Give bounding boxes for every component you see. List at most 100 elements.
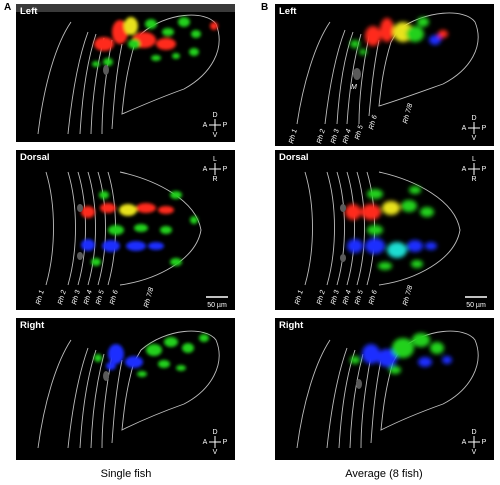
panel-b-left-image: M D A P V Rh 1 Rh 2 Rh 3 Rh 4 Rh 5 Rh 6 … [275,4,494,146]
panel-a-left-image: D A P V Left [16,4,235,142]
rh-labels: Rh 1 Rh 2 Rh 3 Rh 4 Rh 5 Rh 6 Rh 7/8 [35,287,155,309]
otic-vesicle [340,204,346,212]
svg-text:V: V [213,449,218,456]
view-label-right: Right [279,320,304,331]
svg-text:Rh 4: Rh 4 [342,289,353,305]
svg-text:R: R [471,176,476,183]
compass-left-a: D A P V [203,112,228,139]
svg-text:Rh 2: Rh 2 [316,128,327,144]
svg-text:Rh 6: Rh 6 [368,114,379,130]
compass-right-b: D A P V [462,429,487,456]
svg-text:Rh 3: Rh 3 [330,289,341,305]
fluorescence-signal [350,17,448,55]
svg-text:A: A [203,122,208,129]
caption-single-fish: Single fish [100,468,152,480]
rhombomere-outlines [37,330,220,449]
svg-text:Rh 7/8: Rh 7/8 [402,285,414,307]
svg-text:Rh 4: Rh 4 [83,289,94,305]
svg-text:Rh 5: Rh 5 [354,124,365,140]
rhombomere-outlines [296,12,479,125]
compass-left-b: D A P V [462,115,487,142]
panel-a-dorsal-image: L A P R Rh 1 Rh 2 Rh 3 Rh 4 Rh 5 Rh 6 Rh… [16,150,235,310]
fluorescence-signal [350,333,452,374]
otic-vesicle [340,254,346,262]
view-label-dorsal: Dorsal [20,152,50,163]
compass-dorsal-a: L A P R [203,156,228,183]
otic-vesicle [77,252,83,260]
panel-a-dorsal-svg: L A P R Rh 1 Rh 2 Rh 3 Rh 4 Rh 5 Rh 6 Rh… [35,156,228,309]
view-label-left: Left [20,6,38,17]
view-label-right: Right [20,320,45,331]
svg-text:50 µm: 50 µm [207,302,227,309]
panel-letter-b: B [261,2,269,13]
rhombomere-outlines [45,171,202,286]
svg-text:L: L [213,156,217,163]
scalebar: 50 µm [206,296,228,309]
panel-a-right-image: D A P V Right [16,318,235,460]
svg-text:D: D [212,112,217,119]
rh-labels: Rh 1 Rh 2 Rh 3 Rh 4 Rh 5 Rh 6 Rh 7/8 [288,103,414,145]
svg-text:Rh 5: Rh 5 [95,289,106,305]
svg-text:P: P [223,439,228,446]
svg-text:D: D [471,115,476,122]
panel-letter-a: A [4,2,12,13]
svg-text:Rh 6: Rh 6 [109,289,120,305]
svg-text:V: V [472,135,477,142]
otic-vesicle [353,68,361,80]
svg-text:Rh 4: Rh 4 [342,128,353,144]
scalebar: 50 µm [465,296,487,309]
fluorescence-signal [92,17,218,67]
svg-text:Rh 2: Rh 2 [316,289,327,305]
svg-text:V: V [472,449,477,456]
view-label-left: Left [279,6,297,17]
svg-text:Rh 6: Rh 6 [368,289,379,305]
fluorescence-signal [345,186,437,270]
fluorescence-signal [94,334,209,377]
fluorescence-signal [81,191,198,266]
top-strip [16,4,235,12]
panel-a-left-svg: D A P V [16,4,235,139]
rhombomere-outlines [304,171,461,286]
svg-text:P: P [223,166,228,173]
otic-vesicle [103,65,109,75]
svg-text:Rh 7/8: Rh 7/8 [143,287,155,309]
rh-labels: Rh 1 Rh 2 Rh 3 Rh 4 Rh 5 Rh 6 Rh 7/8 [294,285,414,307]
panel-b-dorsal-image: L A P R Rh 1 Rh 2 Rh 3 Rh 4 Rh 5 Rh 6 Rh… [275,150,494,310]
otic-vesicle [356,379,362,389]
svg-text:Rh 1: Rh 1 [35,289,46,305]
svg-text:A: A [203,166,208,173]
rhombomere-outlines [296,330,479,449]
svg-text:A: A [203,439,208,446]
svg-text:D: D [471,429,476,436]
otic-vesicle [103,371,109,381]
svg-text:Rh 7/8: Rh 7/8 [402,103,414,125]
svg-text:Rh 1: Rh 1 [294,289,305,305]
svg-text:Rh 5: Rh 5 [354,289,365,305]
svg-text:A: A [462,166,467,173]
view-label-dorsal: Dorsal [279,152,309,163]
svg-text:V: V [213,132,218,139]
otic-vesicle [77,204,83,212]
compass-dorsal-b: L A P R [462,156,487,183]
svg-text:A: A [462,125,467,132]
svg-text:L: L [472,156,476,163]
compass-right-a: D A P V [203,429,228,456]
panel-b-left-svg: M D A P V Rh 1 Rh 2 Rh 3 Rh 4 Rh 5 Rh 6 … [288,12,487,145]
svg-text:P: P [482,439,487,446]
panel-b-right-svg: D A P V [296,330,487,456]
svg-text:Rh 3: Rh 3 [330,128,341,144]
marker-m: M [351,84,357,91]
svg-text:D: D [212,429,217,436]
svg-text:R: R [212,176,217,183]
panel-b-dorsal-svg: L A P R Rh 1 Rh 2 Rh 3 Rh 4 Rh 5 Rh 6 Rh… [294,156,487,309]
svg-text:Rh 3: Rh 3 [71,289,82,305]
svg-text:P: P [482,166,487,173]
svg-text:P: P [482,125,487,132]
svg-text:Rh 1: Rh 1 [288,128,299,144]
panel-b-right-image: D A P V Right [275,318,494,460]
svg-text:P: P [223,122,228,129]
caption-average: Average (8 fish) [345,468,423,480]
svg-text:50 µm: 50 µm [466,302,486,309]
panel-a-right-svg: D A P V [37,330,228,456]
svg-text:Rh 2: Rh 2 [57,289,68,305]
